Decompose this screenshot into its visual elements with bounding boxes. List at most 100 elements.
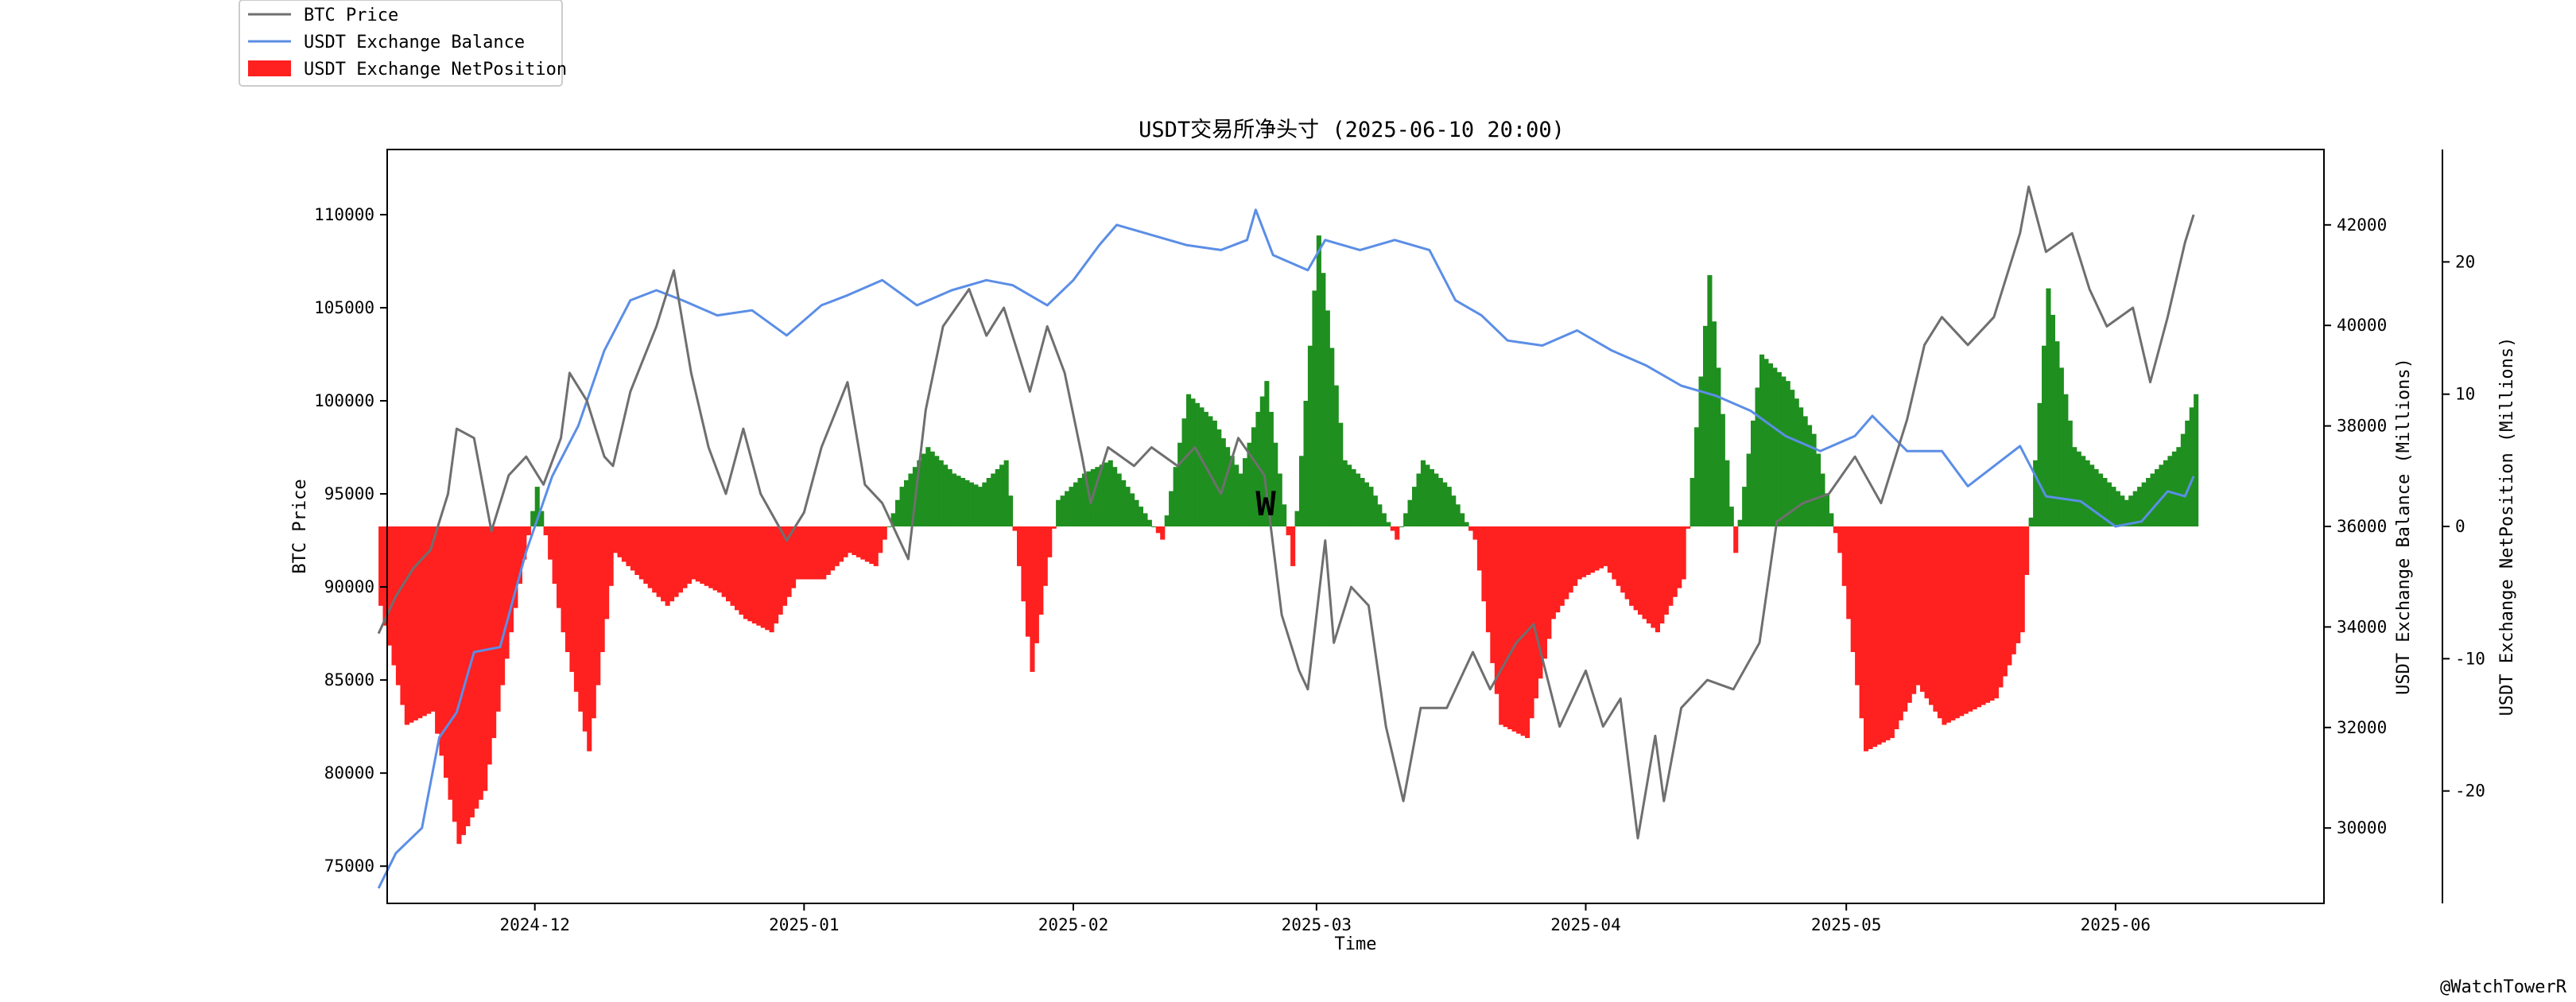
x-tick-label: 2025-01: [769, 915, 840, 934]
netposition-bar: [2128, 495, 2134, 526]
netposition-bar: [686, 526, 692, 584]
netposition-bar: [395, 526, 401, 685]
netposition-bar: [1208, 416, 1213, 526]
netposition-bar: [1903, 526, 1908, 712]
netposition-bar: [526, 526, 531, 536]
netposition-bar: [613, 526, 619, 553]
netposition-bar: [813, 526, 818, 580]
netposition-bar: [817, 526, 822, 580]
btc-price-line: [377, 185, 2195, 840]
netposition-bar: [378, 526, 384, 606]
netposition-bar: [1251, 427, 1256, 526]
netposition-bar: [1963, 526, 1969, 714]
y-axis-right-netposition: -20 -10 0 10 20: [2442, 252, 2485, 801]
netposition-bar: [968, 482, 974, 526]
netposition-bar: [1125, 487, 1131, 526]
netposition-bar: [1677, 526, 1682, 588]
y-right-balance-tick-label: 34000: [2337, 617, 2387, 636]
netposition-bar: [456, 526, 462, 845]
netposition-bar: [1146, 519, 1152, 526]
netposition-bar: [2067, 420, 2073, 526]
netposition-bar: [1255, 411, 1261, 526]
netposition-bar: [1911, 526, 1917, 694]
netposition-bar: [934, 456, 940, 526]
netposition-bar: [1212, 420, 1217, 526]
netposition-bar: [786, 526, 792, 597]
netposition-bar: [1238, 473, 1243, 526]
netposition-bar: [444, 526, 449, 778]
netposition-bar: [1629, 526, 1635, 606]
netposition-bar: [638, 526, 644, 580]
y-axis-left-label: BTC Price: [290, 479, 310, 573]
netposition-bar: [1790, 390, 1795, 526]
netposition-bar: [1681, 526, 1686, 580]
netposition-bar: [1112, 467, 1118, 526]
netposition-bar: [1134, 499, 1139, 526]
netposition-bar: [1412, 487, 1418, 526]
x-axis: 2024-12 2025-01 2025-02 2025-03 2025-04 2025-…: [499, 903, 2151, 934]
netposition-bar: [1273, 442, 1278, 526]
netposition-bar: [569, 526, 575, 672]
netposition-bar: [1546, 526, 1552, 639]
netposition-bar: [760, 526, 766, 628]
y-right-balance-tick-label: 30000: [2337, 818, 2387, 837]
netposition-bar: [1429, 468, 1434, 526]
netposition-bar: [513, 526, 518, 608]
line-series: [377, 185, 2195, 889]
netposition-bar: [904, 480, 910, 526]
netposition-bar: [1229, 456, 1235, 526]
netposition-bar: [791, 526, 797, 588]
netposition-bar: [2024, 526, 2030, 575]
netposition-bar: [1942, 526, 1947, 725]
netposition-bar: [1390, 526, 1395, 531]
netposition-bar: [504, 526, 510, 659]
netposition-bar: [1395, 526, 1400, 540]
netposition-bar: [2141, 482, 2147, 526]
netposition-bar: [1924, 526, 1930, 699]
netposition-bar: [2176, 447, 2182, 526]
netposition-bar: [1868, 526, 1873, 749]
netposition-bar: [2185, 420, 2190, 526]
netposition-bar: [947, 468, 952, 526]
netposition-bar: [938, 460, 944, 526]
netposition-bar: [1173, 467, 1178, 526]
netposition-bar: [426, 526, 432, 714]
netposition-bar: [1442, 482, 1448, 526]
netposition-bar: [530, 511, 536, 526]
netposition-bar: [1833, 526, 1838, 534]
netposition-bar: [1476, 526, 1482, 571]
netposition-bar: [1728, 507, 1734, 526]
netposition-bar: [2033, 460, 2039, 526]
netposition-bar: [439, 526, 444, 756]
netposition-bar: [982, 482, 987, 526]
legend-swatch-netposition: [248, 60, 291, 76]
netposition-bar: [1837, 526, 1843, 553]
netposition-bar: [778, 526, 783, 615]
netposition-bar: [656, 526, 661, 597]
netposition-bar: [921, 453, 926, 526]
netposition-bar: [717, 526, 723, 593]
netposition-bar: [1763, 359, 1769, 526]
netposition-bar: [2046, 288, 2051, 526]
netposition-bar: [1021, 526, 1026, 602]
netposition-bar: [1776, 372, 1782, 526]
netposition-bar: [1876, 526, 1882, 745]
netposition-bar: [1143, 513, 1148, 526]
netposition-bar: [478, 526, 483, 800]
netposition-bar: [1824, 493, 1829, 526]
netposition-bar: [1455, 504, 1461, 526]
netposition-bar: [1589, 526, 1595, 573]
netposition-bar: [1277, 473, 1282, 526]
netposition-bar: [543, 526, 549, 536]
netposition-bar: [1069, 487, 1074, 526]
netposition-bar: [1177, 442, 1183, 526]
netposition-bar: [1959, 526, 1965, 717]
netposition-bar: [1381, 513, 1387, 526]
y-left-tick-label: 90000: [324, 577, 374, 596]
netposition-bar: [1169, 491, 1174, 526]
netposition-bar: [1937, 526, 1942, 719]
netposition-bar: [864, 526, 870, 562]
y-left-tick-label: 100000: [314, 391, 374, 410]
netposition-bar: [522, 526, 527, 560]
legend-frame: [239, 0, 563, 87]
